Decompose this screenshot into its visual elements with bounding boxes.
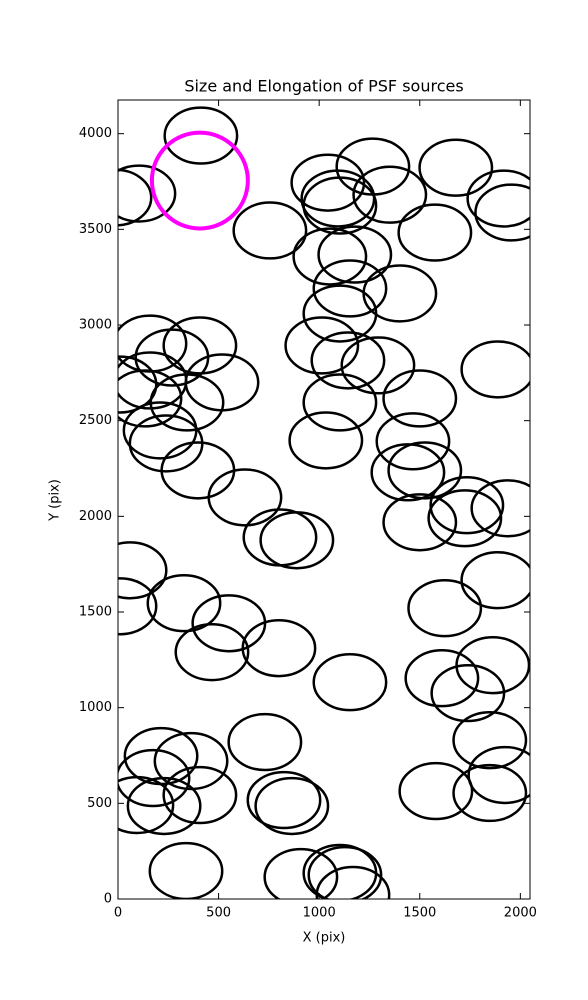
x-axis-label: X (pix) [303, 931, 346, 946]
x-tick-label: 2000 [504, 906, 537, 921]
y-tick-label: 1500 [79, 605, 112, 620]
psf-ellipse [246, 770, 322, 830]
x-tick-label: 1000 [303, 906, 336, 921]
psf-ellipse [467, 745, 530, 805]
y-tick-label: 500 [87, 796, 112, 811]
psf-ellipse [466, 169, 530, 228]
psf-ellipse [398, 761, 474, 821]
psf-ellipse [307, 845, 383, 899]
psf-ellipse [452, 711, 528, 770]
psf-ellipse [288, 411, 364, 470]
psf-ellipse [290, 153, 366, 212]
psf-ellipse [407, 578, 483, 638]
y-tick-label: 0 [104, 892, 112, 907]
y-tick-label: 2500 [79, 413, 112, 428]
psf-ellipse [452, 763, 528, 823]
psf-ellipse [148, 841, 224, 899]
psf-ellipse [382, 493, 458, 552]
psf-ellipse [312, 259, 388, 318]
psf-ellipse [397, 203, 473, 262]
psf-ellipse [312, 653, 388, 712]
psf-ellipse [460, 340, 530, 399]
psf-ellipse [149, 130, 250, 231]
psf-ellipse [284, 316, 360, 375]
psf-ellipse [470, 479, 530, 538]
psf-ellipse [174, 622, 250, 682]
psf-ellipse [118, 577, 158, 636]
psf-ellipse [259, 511, 335, 570]
psf-ellipse [292, 227, 368, 286]
psf-ellipse [263, 847, 339, 899]
psf-ellipse [340, 336, 416, 395]
y-tick-label: 3000 [79, 318, 112, 333]
psf-ellipse [352, 165, 428, 224]
psf-ellipse [118, 168, 153, 227]
y-tick-label: 3500 [79, 222, 112, 237]
psf-ellipse [382, 369, 458, 428]
psf-ellipse [207, 468, 283, 527]
axes-frame [117, 99, 531, 900]
psf-ellipse [118, 164, 177, 223]
psf-ellipse [146, 574, 222, 633]
y-axis-label: Y (pix) [48, 479, 63, 522]
psf-ellipse [126, 776, 202, 836]
psf-ellipse [254, 776, 330, 836]
psf-ellipse [317, 225, 393, 284]
psf-ellipse [227, 712, 303, 772]
psf-ellipse [427, 489, 503, 548]
psf-ellipse [118, 775, 175, 835]
chart-title: Size and Elongation of PSF sources [184, 77, 463, 96]
psf-ellipse [118, 541, 168, 600]
psf-ellipse [302, 284, 378, 343]
psf-ellipse [241, 618, 317, 678]
plot-area [118, 106, 530, 899]
x-tick-label: 0 [114, 906, 122, 921]
psf-ellipse [118, 355, 158, 414]
psf-ellipse [404, 649, 480, 708]
psf-ellipse [310, 331, 386, 390]
psf-ellipse [118, 351, 188, 410]
psf-ellipse [162, 316, 238, 375]
psf-ellipse [474, 183, 530, 242]
psf-ellipse [429, 476, 505, 535]
psf-ellipse [163, 106, 239, 165]
psf-ellipse [460, 551, 530, 610]
psf-ellipse [375, 412, 451, 471]
psf-ellipse [455, 636, 530, 695]
psf-ellipse [315, 865, 391, 899]
psf-ellipse [162, 765, 238, 825]
y-tick-label: 2000 [79, 509, 112, 524]
psf-ellipse [370, 443, 446, 502]
y-tick-label: 1000 [79, 700, 112, 715]
y-tick-label: 4000 [79, 126, 112, 141]
psf-ellipse [418, 138, 494, 197]
psf-ellipse [302, 176, 378, 235]
x-tick-label: 1500 [403, 906, 436, 921]
psf-ellipse [149, 373, 225, 432]
psf-ellipse [302, 373, 378, 432]
psf-ellipse [232, 201, 308, 260]
psf-ellipse [118, 369, 183, 428]
psf-ellipse [118, 748, 191, 808]
x-tick-label: 500 [206, 906, 231, 921]
psf-ellipse [430, 663, 506, 723]
